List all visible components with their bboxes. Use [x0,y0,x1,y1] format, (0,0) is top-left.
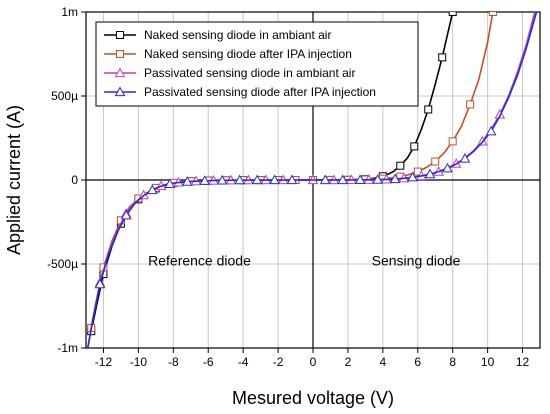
series-point [216,174,228,185]
legend-swatch-marker [116,50,124,58]
x-tick-label: -2 [273,355,284,369]
x-axis-title: Mesured voltage (V) [232,388,394,408]
series-point [199,175,211,185]
x-tick-label: 10 [481,355,495,369]
legend-label: Passivated sensing diode after IPA injec… [144,85,376,99]
series-point [448,12,457,16]
x-tick-label: -8 [168,355,179,369]
annotation-label: Sensing diode [372,253,461,269]
series-point [494,108,506,119]
y-axis-title: Applied current (A) [4,105,24,255]
series-point [424,168,436,179]
series-point [448,137,457,146]
tick-labels: -12 -10 -8 -6 -4 -2 0 2 4 6 8 10 12 -1m -500µ 0 500µ 1m [47,5,529,369]
annotations: Reference diode Sensing diode [148,253,460,269]
series-point [234,174,246,185]
y-tick-label: -500µ [47,257,78,271]
x-tick-label: -6 [203,355,214,369]
x-tick-label: -10 [130,355,148,369]
series-point [337,174,349,185]
annotation-label: Reference diode [148,253,251,269]
series-point [410,142,419,151]
series-point [389,173,401,184]
x-tick-label: 4 [380,355,387,369]
legend-box [95,21,419,107]
legend-label: Naked sensing diode in ambiant air [144,28,331,42]
legend-swatch-marker [116,31,124,39]
x-tick-label: 0 [310,355,317,369]
series-point [269,174,280,185]
series-point [431,157,440,166]
series-point [354,174,366,184]
legend-label: Naked sensing diode after IPA injection [144,47,352,61]
x-tick-label: 6 [414,355,421,369]
y-tick-label: 0 [71,173,78,187]
series-layer [86,12,538,348]
x-tick-label: 2 [345,355,352,369]
series-point [251,174,263,185]
series-point [442,162,453,173]
series-point [372,174,383,184]
legend-swatch-marker [114,67,126,78]
y-tick-label: -1m [57,341,78,355]
series-point [286,174,298,185]
legend-swatch-marker [114,86,126,97]
series-point [164,178,176,188]
series-point [459,152,471,163]
series-point [181,176,193,186]
series-4 [86,12,538,348]
x-tick-label: -4 [238,355,249,369]
series-point [466,100,475,109]
legend-label: Passivated sensing diode in ambiant air [144,66,355,80]
series-point [488,12,497,16]
series-point [485,125,497,136]
series-point [407,171,418,182]
x-tick-label: 12 [516,355,530,369]
x-tick-label: 8 [449,355,456,369]
series-point [94,278,106,289]
series-point [147,184,158,195]
series-point [120,209,132,220]
x-tick-label: -12 [95,355,113,369]
series-point [424,105,433,114]
series-point [438,53,447,62]
y-tick-label: 500µ [51,89,78,103]
y-tick-label: 1m [61,5,78,19]
series-point [396,161,405,170]
legend: Naked sensing diode in ambiant air Naked … [95,21,419,107]
series-point [319,174,331,185]
series-point [477,135,488,146]
